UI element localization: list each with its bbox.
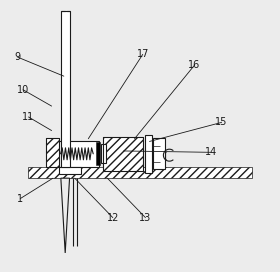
- Text: 1: 1: [17, 194, 24, 203]
- Text: 9: 9: [15, 52, 21, 62]
- Text: 11: 11: [22, 112, 35, 122]
- Text: 17: 17: [137, 50, 149, 59]
- Bar: [46, 138, 59, 167]
- Bar: [97, 142, 100, 165]
- Text: 13: 13: [139, 213, 151, 222]
- Bar: [153, 138, 165, 169]
- Bar: [46, 138, 59, 167]
- Bar: [145, 135, 152, 173]
- Text: 10: 10: [17, 85, 29, 95]
- Bar: [29, 167, 251, 178]
- Text: 16: 16: [188, 60, 200, 70]
- Text: 14: 14: [205, 147, 217, 157]
- Bar: [103, 137, 143, 171]
- Polygon shape: [61, 178, 69, 253]
- Bar: [61, 11, 69, 167]
- Bar: [59, 141, 99, 167]
- Bar: [59, 167, 81, 174]
- Text: 15: 15: [215, 118, 228, 127]
- Bar: [103, 137, 143, 171]
- Bar: [101, 144, 106, 163]
- Text: 12: 12: [107, 213, 119, 222]
